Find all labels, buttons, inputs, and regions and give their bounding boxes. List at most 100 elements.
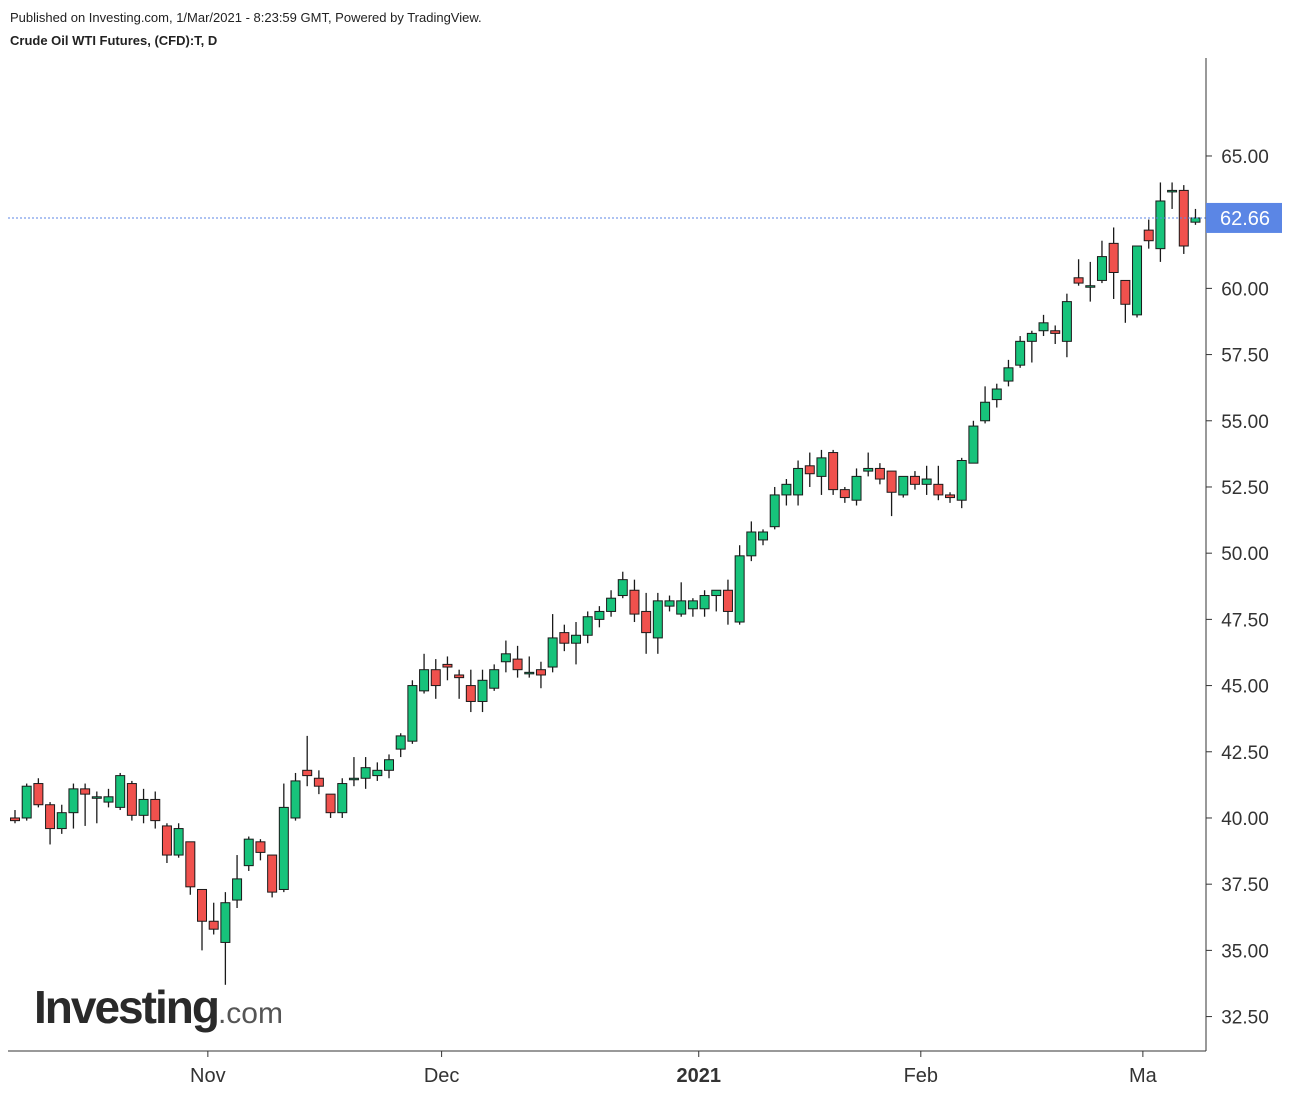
candle [500, 640, 511, 673]
candle [477, 669, 488, 713]
candle-body [208, 920, 219, 930]
candle-body [477, 679, 488, 702]
candle-body [395, 735, 406, 750]
candle [606, 590, 617, 617]
candle-body [524, 671, 535, 675]
last-price-text: 62.66 [1220, 208, 1270, 230]
candle [512, 645, 523, 678]
y-tick-label: 42.50 [1221, 743, 1269, 764]
candle [348, 757, 359, 787]
candle-body [512, 658, 523, 671]
candle [594, 606, 605, 628]
candle [33, 778, 44, 808]
candle [746, 521, 757, 562]
candle-body [664, 600, 675, 607]
candle-body [629, 589, 640, 615]
candle [243, 836, 254, 871]
candle-body [267, 854, 278, 893]
candle [559, 624, 570, 652]
candle [1178, 185, 1189, 254]
candle-body [1038, 322, 1049, 332]
candle [921, 465, 932, 495]
candle [676, 582, 687, 617]
x-tick-label: 2021 [676, 1065, 721, 1087]
candle-body [419, 669, 430, 692]
candle-body [1026, 332, 1037, 342]
investing-logo: Investing.com [34, 980, 283, 1034]
candle [430, 659, 441, 699]
candle-body [945, 494, 956, 499]
candle-body [1085, 285, 1096, 288]
y-tick-label: 32.50 [1221, 1008, 1269, 1029]
candle-body [337, 783, 348, 814]
candle [1050, 325, 1061, 344]
candle [535, 661, 546, 689]
candle [454, 669, 465, 699]
candle-body [886, 470, 897, 493]
y-tick-label: 37.50 [1221, 875, 1269, 896]
candle-body [839, 489, 850, 499]
candle-body [91, 796, 102, 799]
y-tick-label: 47.50 [1221, 610, 1269, 631]
candle [115, 772, 126, 811]
candle [1085, 261, 1096, 302]
candle [1120, 279, 1131, 323]
candle [10, 810, 20, 824]
candle-body [372, 769, 383, 777]
candle [991, 383, 1002, 408]
candle-body [1061, 301, 1072, 342]
candle [734, 545, 745, 625]
candle [465, 669, 476, 713]
candle-body [559, 632, 570, 644]
last-price-badge [1206, 202, 1282, 233]
candle [945, 492, 956, 503]
candle [313, 770, 324, 795]
candle [56, 804, 67, 834]
candle [173, 823, 184, 858]
candle-body [442, 663, 453, 668]
y-tick-label: 57.50 [1221, 346, 1269, 367]
candle-body [500, 653, 511, 663]
candle [839, 486, 850, 503]
candle [185, 841, 196, 895]
candle-body [1108, 242, 1119, 273]
candle-body [676, 600, 687, 615]
candle-body [851, 475, 862, 501]
candle-body [909, 475, 920, 485]
y-axis-ticks: 32.50 35.00 37.50 40.00 42.50 45.00 47.50 50.00… [1206, 147, 1269, 1029]
candle [793, 460, 804, 506]
candle-body [68, 788, 79, 814]
candle [828, 449, 839, 495]
candle [1061, 293, 1072, 358]
candle-body [722, 589, 733, 612]
candle-body [33, 783, 44, 806]
candle-body [115, 775, 126, 808]
candle-body [278, 806, 289, 890]
candle-body [606, 597, 617, 612]
y-tick-label: 65.00 [1221, 147, 1269, 168]
candle [851, 468, 862, 506]
candle [1096, 240, 1107, 284]
y-tick-label: 40.00 [1221, 809, 1269, 830]
candle [150, 791, 161, 829]
x-axis-ticks: Nov Dec 2021 Feb Ma [190, 1051, 1158, 1087]
candle [711, 589, 722, 612]
candle-body [302, 769, 313, 777]
candle [419, 653, 430, 694]
candle [524, 656, 535, 678]
candle [1038, 314, 1049, 337]
candle-body [816, 457, 827, 477]
y-tick-label: 52.50 [1221, 478, 1269, 499]
candle [161, 823, 172, 863]
candle-body [1190, 217, 1201, 223]
candle-body [1155, 200, 1166, 250]
candle [232, 855, 243, 909]
candle [220, 892, 231, 985]
candle-body [103, 796, 114, 803]
candle [302, 735, 313, 787]
candle [337, 778, 348, 818]
candle [21, 783, 32, 821]
candle [372, 762, 383, 781]
candle-body [80, 788, 91, 795]
